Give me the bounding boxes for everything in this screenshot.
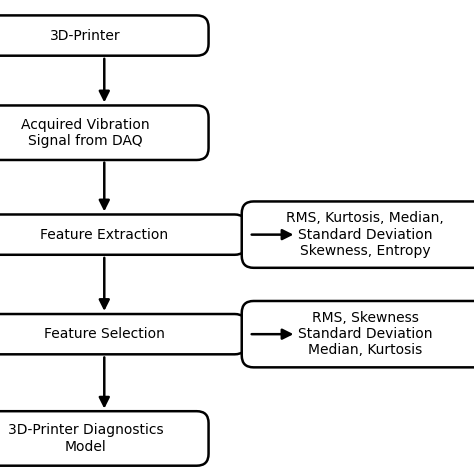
Text: Feature Extraction: Feature Extraction xyxy=(40,228,168,242)
FancyBboxPatch shape xyxy=(0,411,209,465)
FancyBboxPatch shape xyxy=(242,301,474,367)
FancyBboxPatch shape xyxy=(0,15,209,56)
Text: RMS, Kurtosis, Median,
Standard Deviation
Skewness, Entropy: RMS, Kurtosis, Median, Standard Deviatio… xyxy=(286,211,444,258)
FancyBboxPatch shape xyxy=(0,314,246,355)
FancyBboxPatch shape xyxy=(242,201,474,268)
Text: Acquired Vibration
Signal from DAQ: Acquired Vibration Signal from DAQ xyxy=(21,118,150,148)
Text: 3D-Printer: 3D-Printer xyxy=(50,28,120,43)
Text: Feature Selection: Feature Selection xyxy=(44,327,165,341)
Text: RMS, Skewness
Standard Deviation
Median, Kurtosis: RMS, Skewness Standard Deviation Median,… xyxy=(298,311,432,357)
FancyBboxPatch shape xyxy=(0,215,246,255)
FancyBboxPatch shape xyxy=(0,106,209,160)
Text: 3D-Printer Diagnostics
Model: 3D-Printer Diagnostics Model xyxy=(8,423,163,454)
